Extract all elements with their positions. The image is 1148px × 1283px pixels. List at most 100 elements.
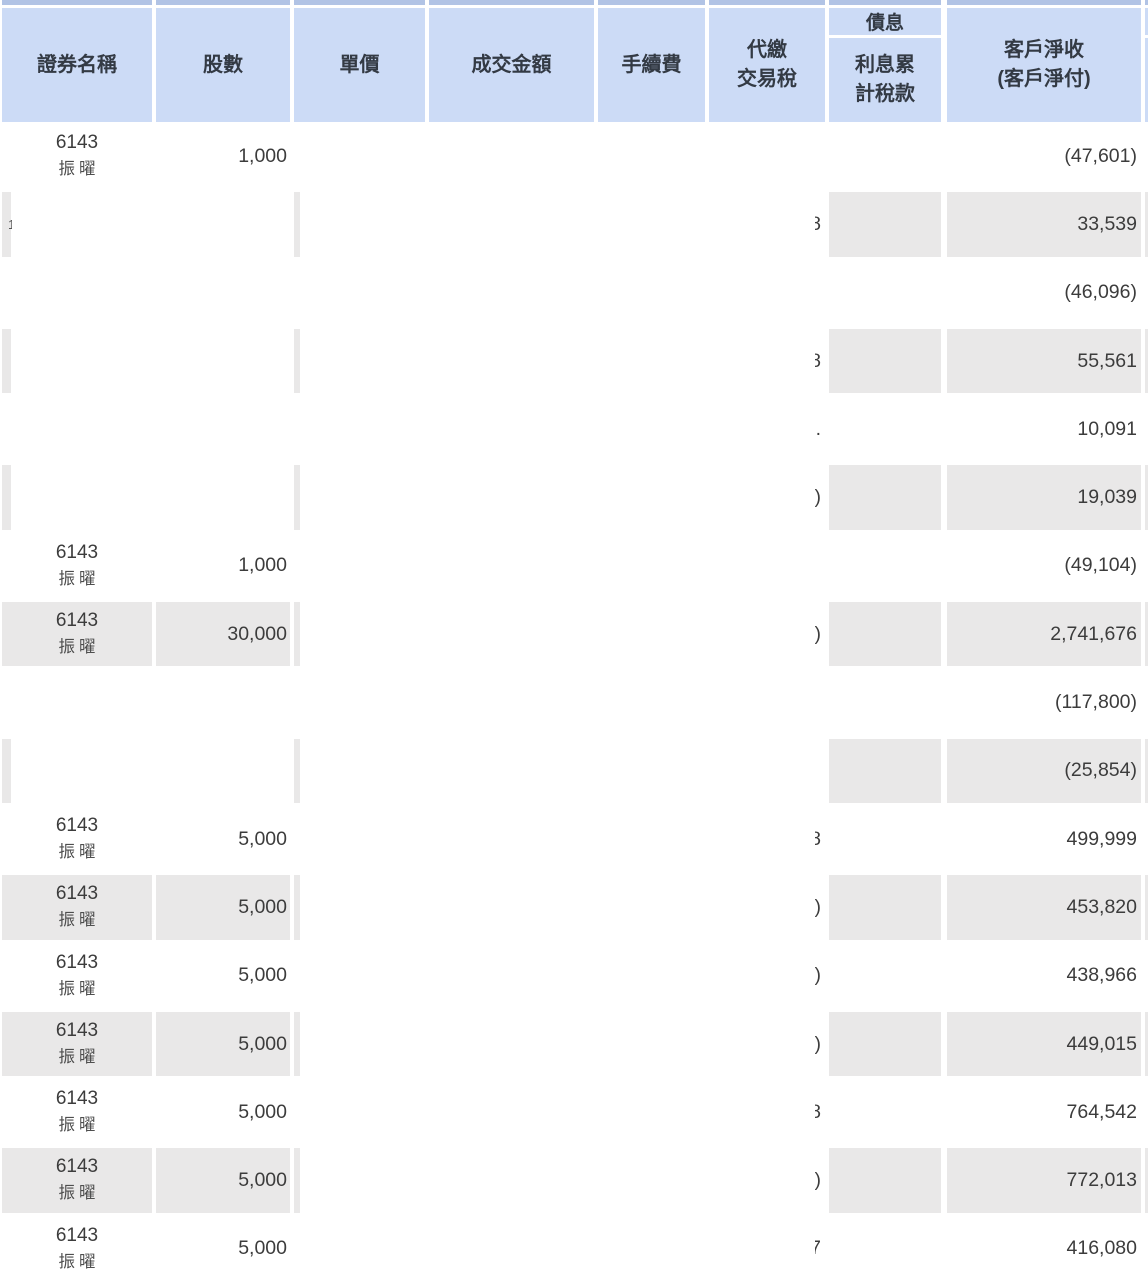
header-divider (829, 35, 941, 38)
security-cell: 6143 振曜 (2, 1217, 152, 1281)
redacted-text-fragment: ) (815, 964, 821, 987)
redacted-text-fragment: 8 (815, 1100, 821, 1123)
interest-accrued-tax-cell (829, 1217, 941, 1281)
security-name: 振曜 (58, 1116, 100, 1135)
interest-accrued-tax-cell (829, 261, 941, 325)
redacted-text-fragment: 8 (815, 827, 821, 850)
table-row: 6143 振曜 5,000 438,966 ) (0, 941, 1148, 1010)
security-name: 振曜 (58, 1047, 100, 1066)
security-cell: 6143 振曜 (2, 875, 152, 940)
redaction-overlay-middle (300, 463, 820, 532)
shares-cell: 5,000 (238, 827, 287, 850)
interest-accrued-tax-cell (829, 124, 941, 188)
redaction-overlay-middle (300, 190, 820, 259)
clipped-previous-header-strip (0, 0, 1148, 5)
redaction-overlay-left (11, 328, 290, 394)
client-net-cell: (47,601) (1064, 144, 1137, 167)
redaction-overlay-left (11, 738, 290, 803)
table-row: 19,039 ) (0, 463, 1148, 532)
security-code: 6143 (55, 1224, 99, 1246)
clipped-right-cell (1145, 328, 1148, 394)
security-code: 6143 (55, 951, 99, 973)
clipped-right-cell (1145, 602, 1148, 667)
redacted-text-fragment (815, 532, 821, 600)
client-net-cell: 499,999 (1066, 827, 1138, 850)
security-name: 振曜 (58, 638, 100, 657)
client-net-cell: 772,013 (947, 1148, 1141, 1213)
col-header-unit-price: 單價 (294, 8, 425, 122)
shares-cell: 1,000 (238, 554, 287, 577)
table-row: (117,800) (0, 668, 1148, 737)
table-row: 6143 振曜 5,000 449,015 ) (0, 1009, 1148, 1079)
interest-accrued-tax-cell (829, 875, 941, 940)
security-code: 6143 (55, 1019, 99, 1041)
interest-accrued-tax-cell (829, 1148, 941, 1213)
redacted-text-fragment: ) (815, 622, 821, 645)
col-header-client-net: 客戶淨收 (客戶淨付) (947, 8, 1141, 122)
table-row: 6143 振曜 5,000 764,542 8 (0, 1078, 1148, 1147)
redacted-text-fragment: ) (815, 1169, 821, 1192)
security-cell: 6143 振曜 (2, 1011, 152, 1077)
clipped-right-cell (1145, 875, 1148, 940)
client-net-cell: 453,820 (947, 875, 1141, 940)
client-net-cell: 438,966 (1066, 964, 1138, 987)
table-row: (25,854) (0, 736, 1148, 805)
redaction-overlay-left (11, 260, 290, 325)
redacted-text-fragment: 7 (815, 1237, 821, 1260)
interest-accrued-tax-cell (829, 328, 941, 394)
col-header-fee: 手續費 (598, 8, 705, 122)
security-code: 6143 (55, 814, 99, 836)
redacted-text-fragment (815, 122, 821, 190)
security-cell: 6143 振曜 (2, 944, 152, 1008)
security-name: 振曜 (58, 911, 100, 930)
client-net-cell: 416,080 (1066, 1237, 1138, 1260)
interest-accrued-tax-cell (829, 738, 941, 803)
table-row: 6143 振曜 30,000 2,741,676 ) (0, 600, 1148, 669)
redaction-overlay-middle (300, 804, 820, 874)
security-code: 6143 (55, 883, 99, 905)
security-name: 振曜 (58, 569, 100, 588)
security-name: 振曜 (58, 1252, 100, 1271)
redaction-overlay-middle (300, 326, 820, 396)
client-net-cell: 2,741,676 (947, 602, 1141, 667)
redaction-overlay-middle (300, 600, 820, 669)
security-code: 6143 (55, 132, 99, 153)
client-net-cell: (49,104) (1064, 554, 1137, 577)
shares-cell: 5,000 (238, 1237, 287, 1260)
security-cell: 6143 振曜 (2, 1080, 152, 1144)
col-header-bond-interest: 債息 (829, 8, 941, 35)
clipped-right-cell (1145, 192, 1148, 257)
table-row: 6143 振曜 1,000 (47,601) (0, 122, 1148, 191)
redacted-text-fragment: 8 (815, 212, 821, 235)
redacted-text-fragment: ) (815, 895, 821, 918)
redaction-overlay-middle (300, 1009, 820, 1079)
col-header-shares: 股數 (156, 8, 290, 122)
client-net-cell: 764,542 (1066, 1100, 1138, 1123)
interest-accrued-tax-cell (829, 192, 941, 257)
redacted-text-fragment-left: 1 (8, 216, 12, 232)
col-header-trade-amount: 成交金額 (429, 8, 594, 122)
col-header-clipped-right (1145, 8, 1148, 122)
redaction-overlay-middle (300, 395, 820, 464)
interest-accrued-tax-cell (829, 944, 941, 1008)
security-code: 6143 (55, 1088, 99, 1110)
redaction-overlay-middle (300, 531, 820, 601)
redaction-overlay-middle (300, 122, 820, 191)
clipped-right-cell (1145, 1148, 1148, 1213)
redaction-overlay-left (11, 192, 290, 257)
clipped-right-cell (1145, 465, 1148, 530)
redaction-overlay-middle (300, 668, 820, 737)
client-net-cell: (117,800) (1054, 691, 1137, 714)
security-cell: 6143 振曜 (2, 807, 152, 871)
interest-accrued-tax-cell (829, 397, 941, 461)
redaction-overlay-middle (300, 873, 820, 942)
table-row: (46,096) (0, 258, 1148, 327)
redaction-overlay-left (11, 465, 290, 530)
col-header-bond-interest-group: 債息 利息累 計稅款 (829, 8, 941, 122)
security-code: 6143 (55, 610, 99, 632)
table-row: 6143 振曜 1,000 (49,104) (0, 531, 1148, 601)
redaction-overlay-middle (300, 1146, 820, 1215)
client-net-cell: 449,015 (947, 1011, 1141, 1077)
table-row: 6143 振曜 5,000 453,820 ) (0, 873, 1148, 942)
